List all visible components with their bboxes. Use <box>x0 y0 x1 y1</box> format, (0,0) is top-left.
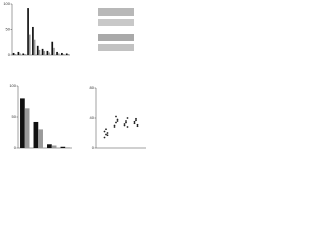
point <box>103 136 106 139</box>
point <box>125 120 127 122</box>
bar <box>51 41 54 55</box>
blot-band <box>98 34 134 41</box>
point <box>135 119 137 122</box>
y-tick-label: 0 <box>8 52 11 57</box>
bar <box>47 144 52 148</box>
bar <box>33 39 36 55</box>
figure: 0 50 100 0 50 100 0 40 80 <box>3 1 146 150</box>
western-blot <box>98 8 134 51</box>
point <box>133 120 136 123</box>
bar <box>24 53 26 55</box>
bar <box>43 50 46 55</box>
bar <box>48 52 50 55</box>
bar <box>14 53 17 55</box>
bar <box>38 49 41 55</box>
bar <box>53 47 55 55</box>
point <box>126 126 129 128</box>
bar <box>38 129 43 148</box>
bar <box>33 121 39 148</box>
bar <box>17 51 20 55</box>
y-tick-label: 0 <box>14 145 17 150</box>
bar <box>46 50 49 55</box>
blot-band <box>98 8 134 16</box>
y-tick-label: 40 <box>90 115 95 120</box>
point <box>116 120 119 122</box>
bar <box>27 8 29 55</box>
bar <box>56 51 58 55</box>
bar <box>67 53 70 55</box>
point <box>113 124 116 127</box>
point <box>133 122 136 125</box>
point <box>126 117 129 119</box>
y-tick-label: 50 <box>12 114 17 119</box>
point <box>123 124 126 127</box>
bar <box>36 45 39 55</box>
point <box>115 115 117 118</box>
point <box>105 133 107 136</box>
point <box>106 134 109 137</box>
y-tick-label: 50 <box>6 27 11 32</box>
bar <box>41 48 44 55</box>
point <box>125 121 127 124</box>
bar <box>65 53 68 55</box>
y-tick-label: 100 <box>9 83 16 88</box>
point <box>103 130 106 133</box>
point <box>136 123 139 126</box>
bar <box>28 34 31 55</box>
point <box>113 126 116 128</box>
bar <box>12 52 15 55</box>
bar <box>32 26 34 55</box>
point <box>115 121 117 124</box>
bar <box>61 52 63 55</box>
point <box>123 123 126 125</box>
bar <box>62 53 65 55</box>
point <box>106 132 109 134</box>
bar <box>65 147 70 148</box>
bar <box>51 145 57 148</box>
blot-band <box>98 19 134 26</box>
point <box>116 118 119 121</box>
y-tick-label: 80 <box>90 85 95 90</box>
bar <box>60 146 66 148</box>
bar <box>22 53 25 55</box>
bar <box>24 108 30 148</box>
bar <box>20 98 25 148</box>
point <box>135 117 137 120</box>
y-tick-label: 100 <box>3 1 10 6</box>
bar <box>57 53 60 55</box>
bar <box>19 53 21 55</box>
y-tick-label: 0 <box>92 145 95 150</box>
point <box>136 125 139 128</box>
blot-band <box>98 44 134 51</box>
point <box>105 128 107 131</box>
